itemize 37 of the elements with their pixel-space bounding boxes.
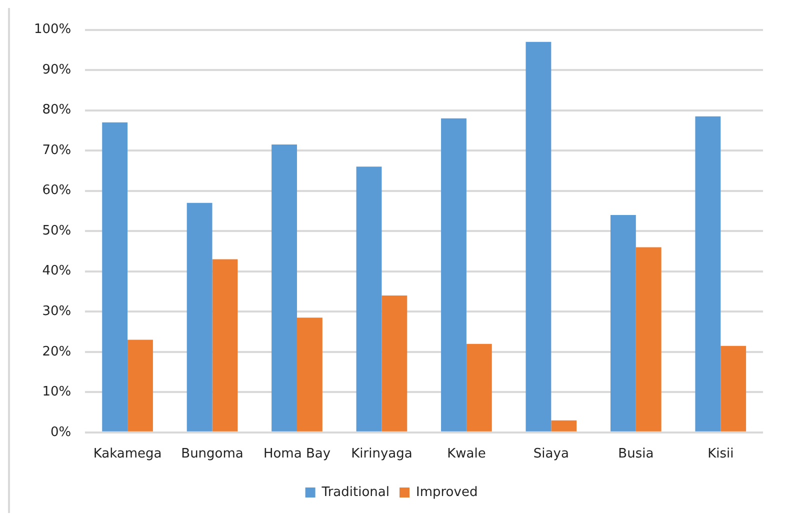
y-tick-label: 50% [42,223,72,238]
x-tick-label: Bungoma [181,446,244,462]
bar [466,344,492,432]
y-tick-label: 40% [42,264,72,279]
bar [610,214,636,432]
legend-label: Traditional [320,484,390,500]
bar [526,42,552,432]
bar [695,116,721,432]
bar [212,259,238,432]
x-tick-label: Homa Bay [263,446,331,462]
bar [102,122,128,432]
bar [382,296,408,432]
y-tick-label: 90% [42,62,72,78]
bar [441,118,466,432]
bar [186,202,212,432]
y-tick-label: 80% [42,102,72,118]
legend-label: Improved [416,484,478,500]
x-tick-label: Kakamega [93,446,162,462]
bar [636,247,662,432]
x-tick-label: Busia [618,446,654,462]
bar [720,346,746,432]
bar [551,420,577,432]
bar [356,166,382,432]
x-tick-label: Siaya [533,446,569,462]
y-tick-label: 60% [42,183,72,198]
bar [272,144,297,432]
y-tick-label: 20% [42,344,72,360]
x-tick-label: Kwale [447,446,486,462]
y-tick-label: 100% [34,22,72,38]
bar [128,340,153,432]
y-tick-label: 70% [42,142,72,158]
x-tick-label: Kirinyaga [351,446,412,462]
bar [296,318,322,432]
y-tick-label: 0% [50,424,72,440]
x-tick-label: Kisii [708,446,734,462]
y-tick-label: 10% [42,384,72,400]
y-tick-label: 30% [42,304,72,319]
